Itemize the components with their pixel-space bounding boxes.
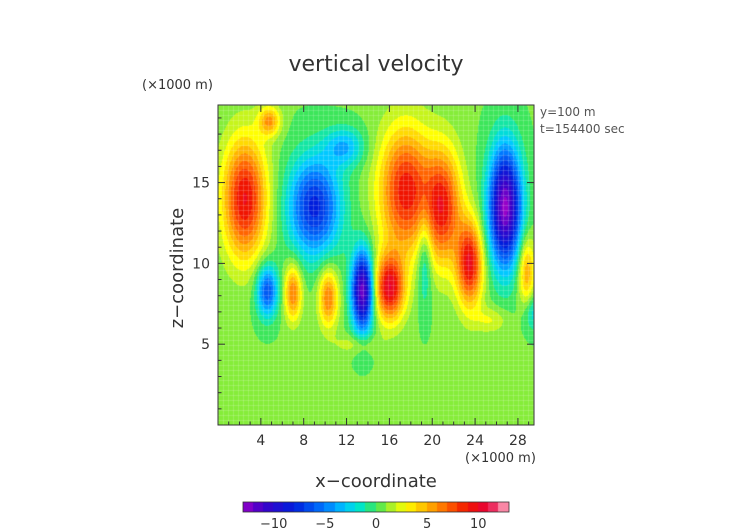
x-axis-label: x−coordinate xyxy=(315,471,437,492)
y-tick-label: 15 xyxy=(192,176,210,192)
x-tick-label: 28 xyxy=(509,433,527,449)
x-axis-ticks: 4 8 12 16 20 24 28 xyxy=(228,105,530,449)
plot-frame xyxy=(217,104,535,426)
y-unit-label: (×1000 m) xyxy=(142,78,213,93)
y-axis-ticks: 5 10 15 xyxy=(192,117,534,410)
x-tick-label: 20 xyxy=(423,433,441,449)
annotation-y-position: y=100 m xyxy=(540,105,596,119)
y-tick-label: 10 xyxy=(192,256,210,272)
colorbar xyxy=(243,502,509,512)
x-tick-label: 12 xyxy=(338,433,356,449)
x-tick-label: 16 xyxy=(380,433,398,449)
colorbar-ticks: −10 −5 0 5 10 xyxy=(260,517,487,532)
annotation-time: t=154400 sec xyxy=(540,122,625,136)
y-tick-label: 5 xyxy=(201,337,210,353)
colorbar-tick-label: 10 xyxy=(470,517,487,532)
x-unit-label: (×1000 m) xyxy=(465,451,536,466)
chart-title: vertical velocity xyxy=(288,52,463,77)
colorbar-tick-label: −5 xyxy=(315,517,334,532)
y-axis-label: z−coordinate xyxy=(167,208,188,329)
colorbar-tick-label: 5 xyxy=(423,517,431,532)
colorbar-tick-label: −10 xyxy=(260,517,287,532)
velocity-field xyxy=(218,105,534,425)
colorbar-tick-label: 0 xyxy=(372,517,380,532)
colorbar-frame xyxy=(242,501,510,513)
x-tick-label: 4 xyxy=(256,433,265,449)
x-tick-label: 24 xyxy=(466,433,484,449)
x-tick-label: 8 xyxy=(299,433,308,449)
